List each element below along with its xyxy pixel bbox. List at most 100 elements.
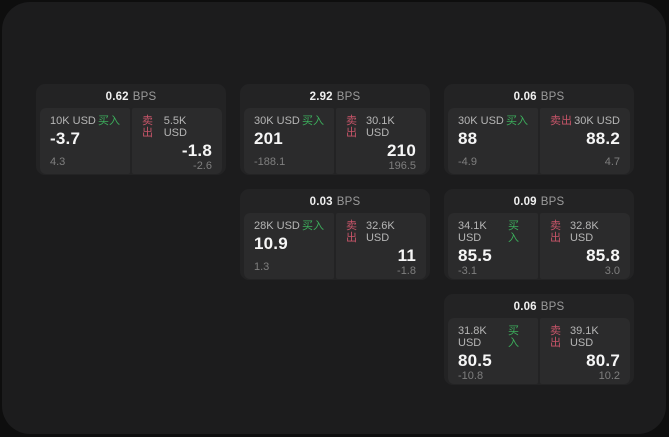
buy-delta: -4.9 xyxy=(458,156,477,168)
sell-delta: -1.8 xyxy=(397,265,416,277)
quote-card-6[interactable]: 0.06 BPS 31.8K USD 买入 80.5 -10.8 卖出 39.1… xyxy=(444,294,634,385)
quote-panels: 31.8K USD 买入 80.5 -10.8 卖出 39.1K USD 80.… xyxy=(444,316,634,388)
buy-label-row: 34.1K USD 买入 xyxy=(458,220,528,244)
sell-side-label: 卖出 xyxy=(346,115,357,139)
buy-panel[interactable]: 31.8K USD 买入 80.5 -10.8 xyxy=(448,318,538,384)
buy-panel[interactable]: 30K USD 买入 88 -4.9 xyxy=(448,108,538,174)
quote-panels: 28K USD 买入 10.9 1.3 卖出 32.6K USD 11 -1.8 xyxy=(240,211,430,283)
buy-notional: 30K USD xyxy=(458,115,504,127)
sell-delta: 3.0 xyxy=(604,265,620,277)
sell-label-row: 卖出 30.1K USD xyxy=(346,115,416,139)
quote-card-1[interactable]: 0.62 BPS 10K USD 买入 -3.7 4.3 卖出 5.5K USD… xyxy=(36,84,226,175)
sell-label-row: 卖出 39.1K USD xyxy=(550,325,620,349)
sell-side-label: 卖出 xyxy=(550,220,561,244)
sell-notional: 5.5K USD xyxy=(163,115,187,139)
quote-panels: 34.1K USD 买入 85.5 -3.1 卖出 32.8K USD 85.8… xyxy=(444,211,634,283)
sell-side-label: 卖出 xyxy=(346,220,357,244)
bps-header: 0.06 BPS xyxy=(444,294,634,316)
bps-suffix-label: BPS xyxy=(336,195,361,208)
bps-header: 0.06 BPS xyxy=(444,84,634,106)
sell-side-label: 卖出 xyxy=(550,115,572,127)
sell-label-row: 卖出 32.8K USD xyxy=(550,220,620,244)
sell-price: 80.7 xyxy=(586,351,620,370)
bps-header: 0.62 BPS xyxy=(36,84,226,106)
buy-notional: 34.1K USD xyxy=(458,220,487,244)
buy-notional: 30K USD xyxy=(254,115,300,127)
sell-notional: 30.1K USD xyxy=(365,115,395,139)
buy-side-label: 买入 xyxy=(508,325,520,349)
sell-label-row: 卖出 5.5K USD xyxy=(142,115,212,139)
sell-side-label: 卖出 xyxy=(550,325,561,349)
quote-panels: 30K USD 买入 88 -4.9 卖出 30K USD 88.2 4.7 xyxy=(444,106,634,178)
sell-label-row: 卖出 30K USD xyxy=(550,115,620,127)
buy-notional: 31.8K USD xyxy=(458,325,487,349)
sell-panel[interactable]: 卖出 39.1K USD 80.7 10.2 xyxy=(540,318,630,384)
sell-notional: 32.6K USD xyxy=(365,220,395,244)
sell-panel[interactable]: 卖出 30.1K USD 210 196.5 xyxy=(336,108,426,174)
bps-header: 2.92 BPS xyxy=(240,84,430,106)
buy-delta: 4.3 xyxy=(50,156,66,168)
sell-price: 210 xyxy=(387,141,416,160)
buy-label-row: 30K USD 买入 xyxy=(254,115,324,127)
sell-price: 11 xyxy=(397,246,416,265)
sell-panel[interactable]: 卖出 32.6K USD 11 -1.8 xyxy=(336,213,426,279)
sell-price: 85.8 xyxy=(586,246,620,265)
sell-panel[interactable]: 卖出 32.8K USD 85.8 3.0 xyxy=(540,213,630,279)
bps-suffix-label: BPS xyxy=(336,90,361,103)
quote-panels: 10K USD 买入 -3.7 4.3 卖出 5.5K USD -1.8 -2.… xyxy=(36,106,226,178)
bps-value: 0.06 xyxy=(513,90,537,103)
buy-price: 88 xyxy=(458,129,478,148)
buy-label-row: 28K USD 买入 xyxy=(254,220,324,232)
buy-delta: -188.1 xyxy=(254,156,286,168)
bps-suffix-label: BPS xyxy=(540,195,565,208)
buy-panel[interactable]: 10K USD 买入 -3.7 4.3 xyxy=(40,108,130,174)
bps-header: 0.09 BPS xyxy=(444,189,634,211)
buy-side-label: 买入 xyxy=(98,115,120,127)
sell-notional: 39.1K USD xyxy=(569,325,599,349)
bps-suffix-label: BPS xyxy=(132,90,157,103)
bps-suffix-label: BPS xyxy=(540,90,565,103)
bps-value: 0.62 xyxy=(105,90,129,103)
sell-panel[interactable]: 卖出 5.5K USD -1.8 -2.6 xyxy=(132,108,222,174)
sell-delta: 4.7 xyxy=(604,156,620,168)
quote-card-4[interactable]: 0.06 BPS 30K USD 买入 88 -4.9 卖出 30K USD 8… xyxy=(444,84,634,175)
buy-price: 80.5 xyxy=(458,351,492,370)
sell-notional: 30K USD xyxy=(574,115,620,127)
buy-label-row: 31.8K USD 买入 xyxy=(458,325,528,349)
sell-delta: -2.6 xyxy=(193,160,212,172)
sell-price: -1.8 xyxy=(181,141,212,160)
sell-price: 88.2 xyxy=(586,129,620,148)
bps-header: 0.03 BPS xyxy=(240,189,430,211)
bps-value: 0.09 xyxy=(513,195,537,208)
sell-side-label: 卖出 xyxy=(142,115,153,139)
sell-notional: 32.8K USD xyxy=(569,220,599,244)
buy-notional: 10K USD xyxy=(50,115,96,127)
buy-side-label: 买入 xyxy=(302,220,324,232)
buy-delta: -3.1 xyxy=(458,265,477,277)
quote-card-3[interactable]: 0.03 BPS 28K USD 买入 10.9 1.3 卖出 32.6K US… xyxy=(240,189,430,280)
bps-value: 0.03 xyxy=(309,195,333,208)
buy-panel[interactable]: 30K USD 买入 201 -188.1 xyxy=(244,108,334,174)
buy-price: 201 xyxy=(254,129,283,148)
bps-value: 0.06 xyxy=(513,300,537,313)
buy-label-row: 10K USD 买入 xyxy=(50,115,120,127)
quote-card-5[interactable]: 0.09 BPS 34.1K USD 买入 85.5 -3.1 卖出 32.8K… xyxy=(444,189,634,280)
buy-panel[interactable]: 28K USD 买入 10.9 1.3 xyxy=(244,213,334,279)
buy-side-label: 买入 xyxy=(302,115,324,127)
buy-price: -3.7 xyxy=(50,129,81,148)
bps-suffix-label: BPS xyxy=(540,300,565,313)
buy-price: 10.9 xyxy=(254,234,288,253)
quote-panels: 30K USD 买入 201 -188.1 卖出 30.1K USD 210 1… xyxy=(240,106,430,178)
buy-label-row: 30K USD 买入 xyxy=(458,115,528,127)
quote-card-2[interactable]: 2.92 BPS 30K USD 买入 201 -188.1 卖出 30.1K … xyxy=(240,84,430,175)
sell-delta: 196.5 xyxy=(388,160,416,172)
buy-side-label: 买入 xyxy=(506,115,528,127)
buy-panel[interactable]: 34.1K USD 买入 85.5 -3.1 xyxy=(448,213,538,279)
sell-label-row: 卖出 32.6K USD xyxy=(346,220,416,244)
sell-panel[interactable]: 卖出 30K USD 88.2 4.7 xyxy=(540,108,630,174)
buy-notional: 28K USD xyxy=(254,220,300,232)
bps-value: 2.92 xyxy=(309,90,333,103)
buy-delta: 1.3 xyxy=(254,261,270,273)
buy-side-label: 买入 xyxy=(508,220,520,244)
